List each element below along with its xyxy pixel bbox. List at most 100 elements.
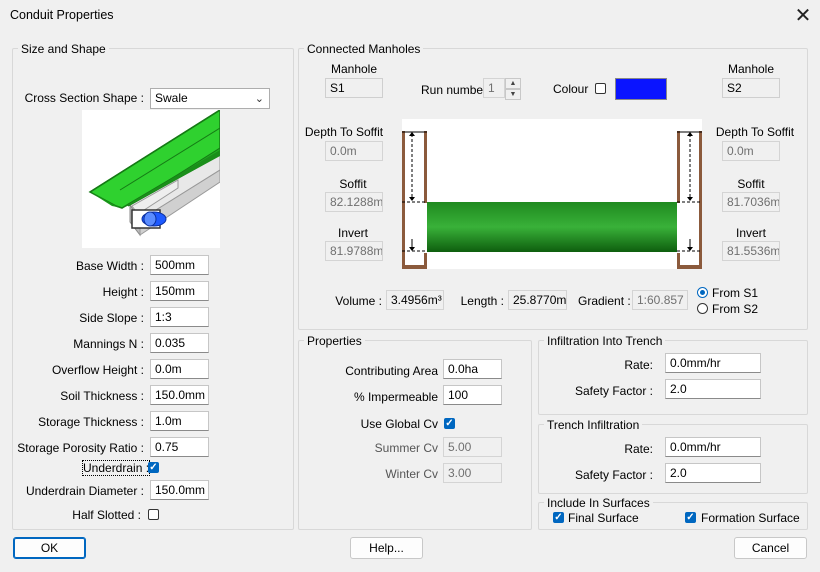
impermeable-label: % Impermeable [353,390,438,404]
surfaces-group [538,502,808,530]
right-depth-input: 0.0m [722,141,780,161]
storage-thickness-label: Storage Thickness : [38,415,144,429]
winter-cv-input: 3.00 [443,463,502,483]
underdrain-diameter-input[interactable]: 150.0mm [150,480,209,500]
use-global-cv-checkbox[interactable]: ✓ [444,418,455,429]
close-button[interactable]: ✕ [794,5,812,27]
soil-thickness-label: Soil Thickness : [60,389,144,403]
formation-surface-checkbox[interactable]: ✓ [685,512,696,523]
half-slotted-label: Half Slotted : [72,508,141,522]
cancel-button[interactable]: Cancel [734,537,807,559]
size-shape-group-label: Size and Shape [18,42,109,56]
run-number-input[interactable]: 1 [483,78,505,98]
properties-group [298,340,532,530]
summer-cv-label: Summer Cv [374,441,438,455]
infiltration-trench-group [538,340,808,415]
from-s2-label[interactable]: From S2 [712,302,759,316]
infiltration-rate-input[interactable]: 0.0mm/hr [665,353,761,373]
colour-swatch[interactable] [615,78,667,100]
from-s2-radio[interactable] [697,303,708,314]
run-number-down[interactable]: ▼ [505,89,521,100]
underdrain-checkbox[interactable]: ✓ [148,462,159,473]
properties-group-label: Properties [304,334,365,348]
side-slope-input[interactable]: 1:3 [150,307,209,327]
contributing-area-input[interactable]: 0.0ha [443,359,502,379]
length-label: Length : [460,294,504,308]
storage-thickness-input[interactable]: 1.0m [150,411,209,431]
cross-section-value: Swale [155,91,188,105]
right-manhole-title: Manhole [727,62,775,76]
storage-porosity-input[interactable]: 0.75 [150,437,209,457]
manholes-group [298,48,808,330]
trench-rate-label: Rate: [624,442,653,456]
cross-section-select[interactable]: Swale ⌄ [150,88,270,109]
swale-diagram-icon [88,108,221,237]
right-soffit-input: 81.7036m [722,192,780,212]
infiltration-safety-input[interactable]: 2.0 [665,379,761,399]
gradient-input: 1:60.857 [632,290,688,310]
underdrain-diameter-label: Underdrain Diameter : [25,484,144,498]
left-depth-input: 0.0m [325,141,383,161]
trench-safety-input[interactable]: 2.0 [665,463,761,483]
mannings-n-input[interactable]: 0.035 [150,333,209,353]
underdrain-label: Underdrain : [81,460,151,476]
from-s1-label[interactable]: From S1 [712,286,759,300]
run-number-up[interactable]: ▲ [505,78,521,89]
conduit-profile [402,119,702,269]
trench-infiltration-group [538,424,808,494]
overflow-height-label: Overflow Height : [51,363,144,377]
ok-button[interactable]: OK [13,537,86,559]
half-slotted-checkbox[interactable] [148,509,159,520]
profile-diagram-icon [402,131,702,269]
length-input: 25.8770m [508,290,567,310]
side-slope-label: Side Slope : [79,311,144,325]
right-manhole-name[interactable]: S2 [722,78,780,98]
trench-safety-label: Safety Factor : [574,468,653,482]
left-depth-label: Depth To Soffit [304,125,384,139]
run-number-label: Run number [421,83,488,97]
final-surface-checkbox[interactable]: ✓ [553,512,564,523]
summer-cv-input: 5.00 [443,437,502,457]
formation-surface-label[interactable]: Formation Surface [701,511,800,525]
colour-label: Colour [553,82,589,96]
right-invert-label: Invert [735,226,766,240]
infiltration-rate-label: Rate: [624,358,653,372]
trench-infiltration-group-label: Trench Infiltration [544,418,643,432]
left-invert-input: 81.9788m [325,241,383,261]
left-soffit-input: 82.1288m [325,192,383,212]
volume-label: Volume : [335,294,382,308]
help-button[interactable]: Help... [350,537,423,559]
impermeable-input[interactable]: 100 [443,385,502,405]
base-width-input[interactable]: 500mm [150,255,209,275]
manholes-group-label: Connected Manholes [304,42,424,56]
left-manhole-name[interactable]: S1 [325,78,383,98]
size-shape-group [12,48,294,530]
right-invert-input: 81.5536m [722,241,780,261]
left-soffit-label: Soffit [339,177,367,191]
from-s1-radio[interactable] [697,287,708,298]
base-width-label: Base Width : [75,259,144,273]
right-soffit-label: Soffit [737,177,765,191]
chevron-down-icon: ⌄ [254,93,264,105]
contributing-area-label: Contributing Area [345,364,438,378]
title-bar [0,0,820,32]
trench-rate-input[interactable]: 0.0mm/hr [665,437,761,457]
mannings-n-label: Mannings N : [73,337,144,351]
right-depth-label: Depth To Soffit [715,125,795,139]
cross-section-label: Cross Section Shape : [24,91,144,105]
swale-illustration [82,108,221,248]
use-global-cv-label: Use Global Cv [360,417,438,431]
winter-cv-label: Winter Cv [385,467,438,481]
height-input[interactable]: 150mm [150,281,209,301]
soil-thickness-input[interactable]: 150.0mm [150,385,209,405]
final-surface-label[interactable]: Final Surface [568,511,639,525]
overflow-height-input[interactable]: 0.0m [150,359,209,379]
left-invert-label: Invert [337,226,368,240]
height-label: Height : [102,285,144,299]
left-manhole-title: Manhole [330,62,378,76]
window-title: Conduit Properties [10,8,114,22]
colour-checkbox[interactable] [595,83,606,94]
infiltration-trench-group-label: Infiltration Into Trench [544,334,666,348]
storage-porosity-label: Storage Porosity Ratio : [17,441,144,455]
gradient-label: Gradient : [578,294,631,308]
